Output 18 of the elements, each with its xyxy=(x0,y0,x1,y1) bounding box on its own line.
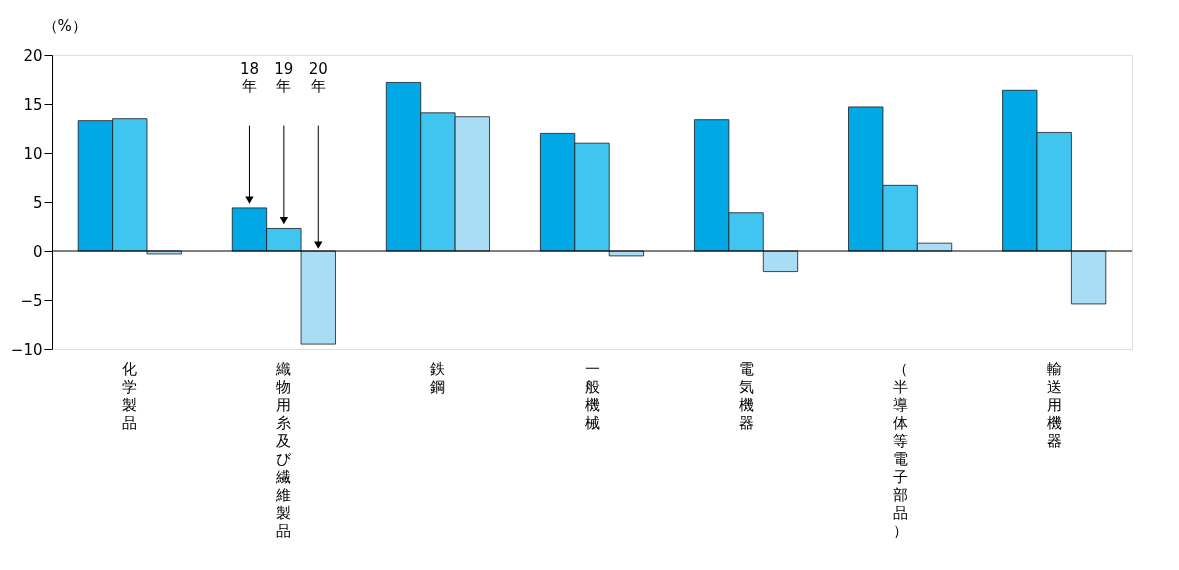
y-tick-label: −5 xyxy=(20,291,43,310)
y-tick-label: 20 xyxy=(23,46,43,65)
category-label: 織物用糸及び繊維製品 xyxy=(276,359,292,540)
x-tick-label: 輸送用機器 xyxy=(1046,359,1062,450)
category-label: （半導体等電子部品） xyxy=(892,359,908,540)
y-tick-label: 5 xyxy=(32,193,43,212)
y-tick-label: 10 xyxy=(23,144,43,163)
annotation: 19年 xyxy=(274,59,294,95)
y-tick-label: 0 xyxy=(32,242,43,261)
annotation: 18年 xyxy=(239,59,260,95)
x-tick-label: 一般機械 xyxy=(584,359,600,432)
y-tick-label: −10 xyxy=(10,340,43,359)
annotation: 20年 xyxy=(308,59,328,95)
x-tick-label: 鉄鋼 xyxy=(430,359,446,396)
x-tick-label: 化学製品 xyxy=(122,359,138,432)
y-axis-title: （%） xyxy=(42,16,87,35)
x-tick-label: 電気機器 xyxy=(738,359,754,432)
y-tick-label: 15 xyxy=(23,95,43,114)
